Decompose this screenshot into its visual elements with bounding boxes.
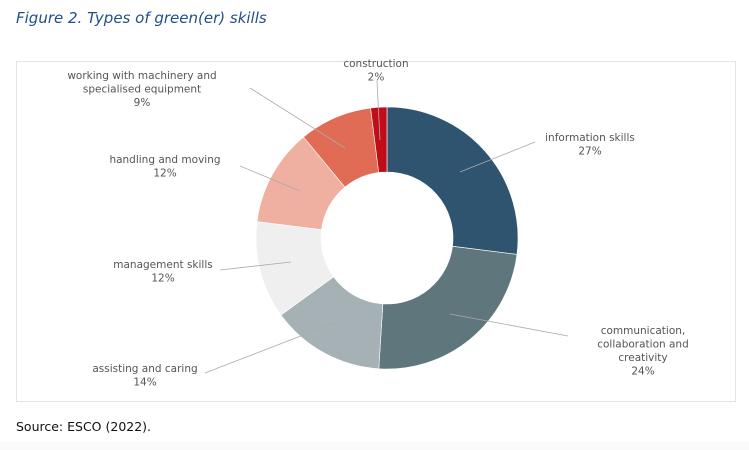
source-note: Source: ESCO (2022). <box>16 419 152 434</box>
chart-frame <box>16 61 736 402</box>
data-label: working with machinery and <box>67 70 216 82</box>
data-label: creativity <box>618 352 667 364</box>
donut-slice <box>370 106 388 173</box>
data-label: construction <box>343 58 408 70</box>
data-label: management skills <box>113 259 212 271</box>
data-label: 14% <box>133 377 156 389</box>
footer-strip <box>0 442 749 450</box>
leader-line <box>249 87 346 149</box>
data-label: assisting and caring <box>92 363 197 375</box>
data-label: 27% <box>578 146 601 158</box>
data-label: collaboration and <box>597 339 689 351</box>
leader-line <box>239 165 301 192</box>
donut-slice <box>386 106 519 255</box>
leader-line <box>376 80 381 141</box>
data-label: 12% <box>153 168 176 180</box>
data-label: communication, <box>601 325 686 337</box>
data-label: 24% <box>631 366 654 378</box>
data-label: handling and moving <box>109 154 220 166</box>
leader-line <box>204 321 338 374</box>
leader-line <box>459 141 536 173</box>
data-label: specialised equipment <box>83 84 201 96</box>
figure-title: Figure 2. Types of green(er) skills <box>16 9 267 27</box>
data-label: information skills <box>545 132 635 144</box>
data-label: 12% <box>151 273 174 285</box>
data-label: 2% <box>368 72 385 84</box>
donut-slice <box>378 245 518 370</box>
data-label: 9% <box>134 97 151 109</box>
leader-line <box>219 261 292 271</box>
leader-line <box>449 313 569 337</box>
